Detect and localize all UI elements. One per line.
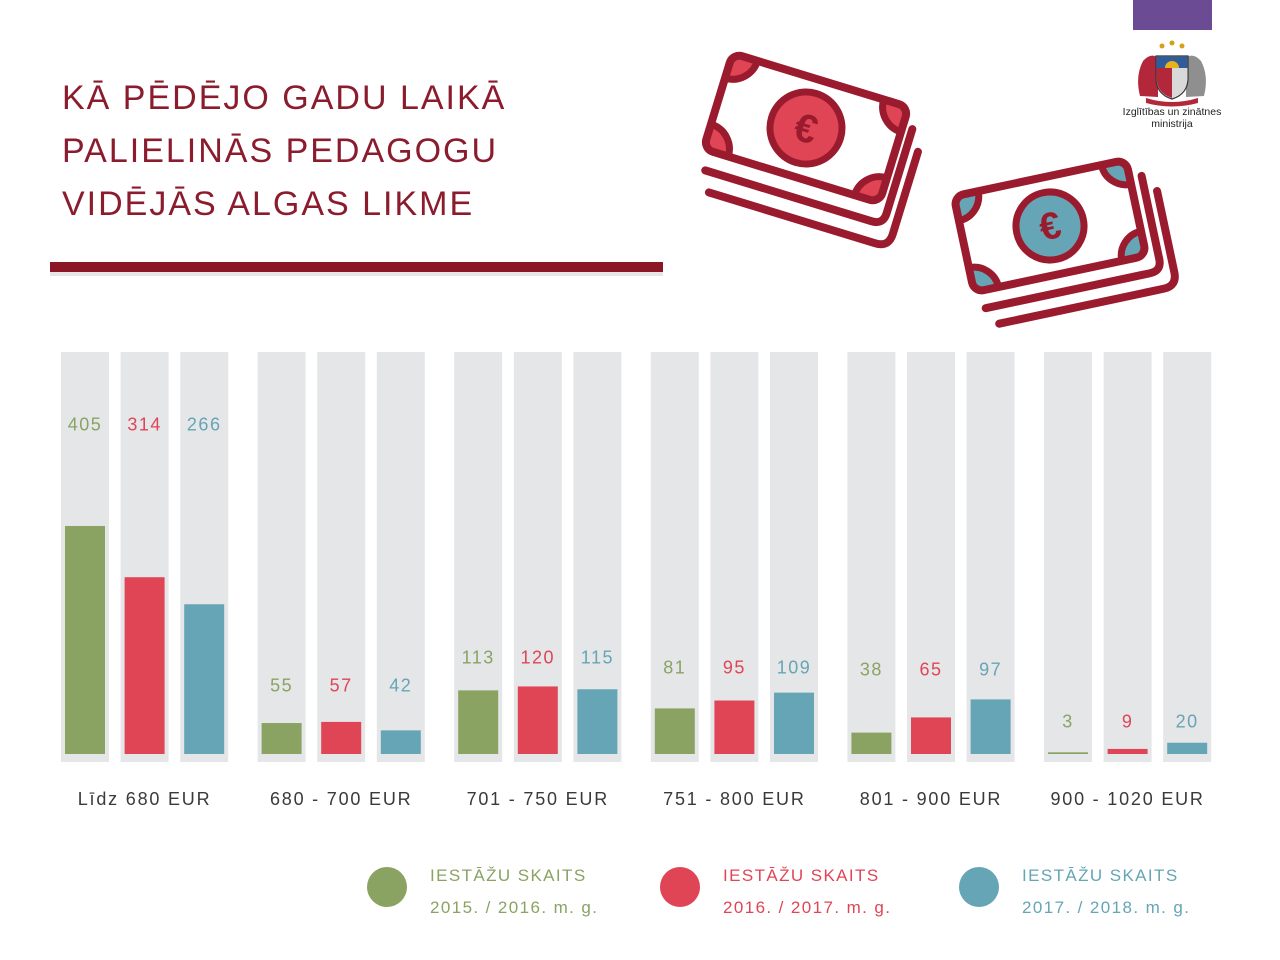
back-banknote-outline bbox=[704, 147, 922, 249]
legend-label: IESTĀŽU SKAITS bbox=[430, 866, 587, 885]
bar bbox=[65, 525, 105, 754]
bar bbox=[774, 692, 814, 754]
bar-group: 38 65 97 801 - 900 EUR bbox=[847, 352, 1015, 809]
category-label: 701 - 750 EUR bbox=[467, 789, 609, 809]
bar bbox=[714, 700, 755, 754]
legend-label: IESTĀŽU SKAITS bbox=[723, 866, 880, 885]
banknote-outline bbox=[951, 157, 1149, 295]
legend-label: IESTĀŽU SKAITS bbox=[1022, 866, 1179, 885]
coat-of-arms-icon bbox=[1138, 40, 1206, 107]
value-label: 97 bbox=[979, 660, 1002, 680]
bar bbox=[1048, 752, 1088, 754]
back-banknote-outline bbox=[981, 171, 1164, 313]
category-label: 680 - 700 EUR bbox=[270, 789, 412, 809]
euro-banknote-stack-icon: € bbox=[951, 157, 1179, 328]
column-background bbox=[650, 352, 699, 762]
column-background bbox=[710, 352, 759, 762]
bar bbox=[261, 723, 302, 754]
legend-swatch bbox=[367, 867, 407, 907]
bar-group: 113 120 115 701 - 750 EUR bbox=[454, 352, 622, 809]
euro-coin-icon bbox=[1012, 188, 1088, 264]
bar bbox=[1167, 742, 1208, 754]
title-underline-rule bbox=[50, 262, 663, 272]
euro-banknote-stack-icon: € bbox=[701, 51, 922, 249]
column-background bbox=[376, 352, 425, 762]
title-line-3: VIDĒJĀS ALGAS LIKME bbox=[62, 185, 475, 223]
legend-period: 2017. / 2018. m. g. bbox=[1022, 898, 1191, 917]
bar bbox=[380, 730, 421, 754]
bar-group: 3 9 20 900 - 1020 EUR bbox=[1044, 352, 1212, 809]
value-label: 405 bbox=[68, 415, 103, 435]
column-background bbox=[1163, 352, 1212, 762]
legend-item-series-2: IESTĀŽU SKAITS 2016. / 2017. m. g. bbox=[660, 860, 920, 924]
category-label: 900 - 1020 EUR bbox=[1050, 789, 1204, 809]
bar bbox=[458, 690, 499, 754]
legend-text: IESTĀŽU SKAITS 2017. / 2018. m. g. bbox=[1022, 860, 1190, 924]
bar-group: 81 95 109 751 - 800 EUR bbox=[650, 352, 818, 809]
bar bbox=[851, 732, 892, 754]
column-background bbox=[257, 352, 306, 762]
bar bbox=[124, 577, 165, 754]
bar bbox=[970, 699, 1011, 754]
legend-swatch bbox=[959, 867, 999, 907]
legend-text: IESTĀŽU SKAITS 2015. / 2016. m. g. bbox=[430, 860, 598, 924]
page-title: KĀ PĒDĒJO GADU LAIKĀ PALIELINĀS PEDAGOGU… bbox=[62, 72, 506, 231]
value-label: 57 bbox=[330, 676, 353, 696]
value-label: 3 bbox=[1062, 712, 1074, 732]
title-line-2: PALIELINĀS PEDAGOGU bbox=[62, 132, 499, 170]
value-label: 115 bbox=[581, 648, 614, 668]
ministry-name-line-1: Izglītības un zinātnes bbox=[1122, 106, 1222, 118]
bar bbox=[517, 686, 558, 754]
legend-swatch bbox=[660, 867, 700, 907]
euro-coin-icon bbox=[766, 88, 846, 168]
category-label: 751 - 800 EUR bbox=[663, 789, 805, 809]
bar-group: 55 57 42 680 - 700 EUR bbox=[257, 352, 425, 809]
legend-text: IESTĀŽU SKAITS 2016. / 2017. m. g. bbox=[723, 860, 891, 924]
legend-period: 2015. / 2016. m. g. bbox=[430, 898, 599, 917]
column-background bbox=[317, 352, 366, 762]
category-label: 801 - 900 EUR bbox=[860, 789, 1002, 809]
value-label: 120 bbox=[521, 648, 556, 668]
bar bbox=[321, 721, 362, 754]
bar bbox=[577, 689, 618, 754]
value-label: 109 bbox=[777, 658, 812, 678]
value-label: 38 bbox=[860, 660, 883, 680]
value-label: 42 bbox=[389, 676, 412, 696]
bar bbox=[911, 717, 951, 754]
category-label: Līdz 680 EUR bbox=[78, 789, 212, 809]
column-background bbox=[1044, 352, 1092, 762]
value-label: 20 bbox=[1176, 712, 1199, 732]
column-background bbox=[966, 352, 1015, 762]
bar bbox=[1107, 748, 1148, 754]
column-background bbox=[907, 352, 955, 762]
back-banknote-outline bbox=[701, 125, 917, 227]
value-label: 81 bbox=[663, 658, 686, 678]
value-label: 266 bbox=[187, 415, 222, 435]
back-banknote-outline bbox=[995, 186, 1179, 328]
bar-group: 405 314 266 Līdz 680 EUR bbox=[61, 352, 229, 809]
legend-period: 2016. / 2017. m. g. bbox=[723, 898, 892, 917]
value-label: 95 bbox=[723, 658, 746, 678]
value-label: 55 bbox=[270, 676, 293, 696]
ministry-name: Izglītības un zinātnes ministrija bbox=[1112, 106, 1232, 130]
ministry-accent-bar bbox=[1133, 0, 1212, 30]
value-label: 9 bbox=[1122, 712, 1134, 732]
value-label: 65 bbox=[919, 660, 942, 680]
column-background bbox=[847, 352, 896, 762]
column-background bbox=[1103, 352, 1152, 762]
banknote-outline bbox=[701, 51, 911, 205]
value-label: 113 bbox=[462, 648, 495, 668]
value-label: 314 bbox=[127, 415, 162, 435]
bar bbox=[654, 708, 695, 754]
ministry-name-line-2: ministrija bbox=[1151, 118, 1193, 130]
bar bbox=[184, 604, 225, 754]
legend-item-series-3: IESTĀŽU SKAITS 2017. / 2018. m. g. bbox=[959, 860, 1219, 924]
title-line-1: KĀ PĒDĒJO GADU LAIKĀ bbox=[62, 79, 507, 117]
legend-item-series-1: IESTĀŽU SKAITS 2015. / 2016. m. g. bbox=[367, 860, 627, 924]
